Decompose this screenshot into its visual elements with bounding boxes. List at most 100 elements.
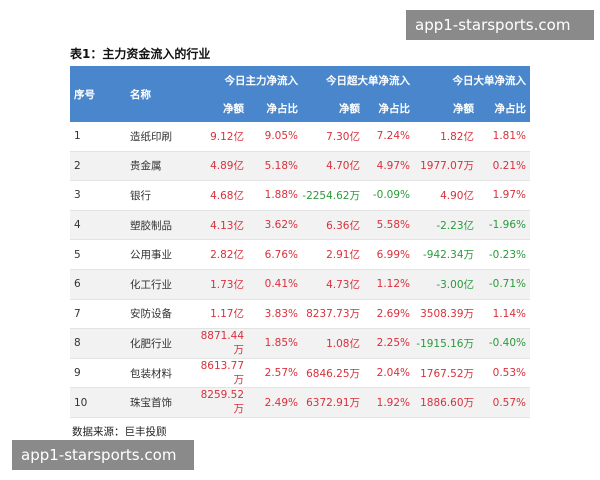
large-net-ratio: 1.14% bbox=[478, 299, 530, 330]
super-large-net-ratio: 6.99% bbox=[364, 239, 414, 270]
main-net-ratio: 0.41% bbox=[248, 269, 302, 300]
large-net-amount: 1977.07万 bbox=[414, 151, 478, 182]
large-net-ratio: -0.40% bbox=[478, 328, 530, 359]
row-industry-name: 化工行业 bbox=[116, 269, 192, 300]
super-large-net-ratio: 7.24% bbox=[364, 122, 414, 152]
large-net-ratio: 1.97% bbox=[478, 180, 530, 211]
main-net-ratio: 1.85% bbox=[248, 328, 302, 359]
super-large-net-ratio: 4.97% bbox=[364, 151, 414, 182]
row-seq: 4 bbox=[70, 210, 116, 241]
table-row: 1 造纸印刷 9.12亿 9.05% 7.30亿 7.24% 1.82亿 1.81% bbox=[70, 122, 530, 152]
table-row: 9 包装材料 8613.77万 2.57% 6846.25万 2.04% 1767.52万 0… bbox=[70, 358, 530, 389]
super-large-net-ratio: 1.92% bbox=[364, 387, 414, 418]
large-net-ratio: -0.23% bbox=[478, 239, 530, 270]
large-net-ratio: -0.71% bbox=[478, 269, 530, 300]
industry-flow-table: 序号 名称 今日主力净流入 今日超大单净流入 今日大单净流入 净额 净占比 净额… bbox=[70, 66, 530, 418]
table-row: 7 安防设备 1.17亿 3.83% 8237.73万 2.69% 3508.39万 1.14… bbox=[70, 299, 530, 330]
main-net-amount: 2.82亿 bbox=[192, 239, 248, 270]
row-seq: 10 bbox=[70, 387, 116, 418]
row-industry-name: 贵金属 bbox=[116, 151, 192, 182]
table-title: 表1：主力资金流入的行业 bbox=[70, 47, 211, 61]
data-source-note: 数据来源：巨丰投顾 bbox=[72, 426, 167, 438]
main-net-ratio: 3.62% bbox=[248, 210, 302, 241]
row-seq: 5 bbox=[70, 239, 116, 270]
large-net-amount: -1915.16万 bbox=[414, 328, 478, 359]
row-industry-name: 包装材料 bbox=[116, 358, 192, 389]
header-row-groups: 序号 名称 今日主力净流入 今日超大单净流入 今日大单净流入 bbox=[70, 66, 530, 122]
large-net-ratio: -1.96% bbox=[478, 210, 530, 241]
super-large-net-amount: 4.73亿 bbox=[302, 269, 364, 300]
large-net-amount: 1.82亿 bbox=[414, 122, 478, 152]
large-net-ratio: 1.81% bbox=[478, 122, 530, 152]
main-net-amount: 1.17亿 bbox=[192, 299, 248, 330]
header-row-subs: 净额 净占比 净额 净占比 净额 净占比 bbox=[70, 94, 530, 122]
row-industry-name: 化肥行业 bbox=[116, 328, 192, 359]
table-row: 3 银行 4.68亿 1.88% -2254.62万 -0.09% 4.90亿 1.97% bbox=[70, 180, 530, 211]
row-seq: 2 bbox=[70, 151, 116, 182]
header-amount: 净额 bbox=[414, 94, 478, 122]
header-seq: 序号 bbox=[70, 66, 116, 122]
watermark-bottom: app1-starsports.com bbox=[12, 440, 194, 470]
table-row: 5 公用事业 2.82亿 6.76% 2.91亿 6.99% -942.34万 -0.23% bbox=[70, 239, 530, 270]
header-ratio: 净占比 bbox=[478, 94, 530, 122]
main-net-ratio: 3.83% bbox=[248, 299, 302, 330]
main-net-amount: 8259.52万 bbox=[192, 387, 248, 418]
row-seq: 9 bbox=[70, 358, 116, 389]
row-industry-name: 银行 bbox=[116, 180, 192, 211]
super-large-net-ratio: 2.69% bbox=[364, 299, 414, 330]
super-large-net-ratio: 2.04% bbox=[364, 358, 414, 389]
large-net-amount: -2.23亿 bbox=[414, 210, 478, 241]
main-net-amount: 8613.77万 bbox=[192, 358, 248, 389]
header-amount: 净额 bbox=[302, 94, 364, 122]
row-seq: 1 bbox=[70, 122, 116, 152]
table-row: 4 塑胶制品 4.13亿 3.62% 6.36亿 5.58% -2.23亿 -1.96% bbox=[70, 210, 530, 241]
super-large-net-ratio: 1.12% bbox=[364, 269, 414, 300]
main-net-ratio: 2.49% bbox=[248, 387, 302, 418]
super-large-net-ratio: 2.25% bbox=[364, 328, 414, 359]
header-large-net-inflow: 今日大单净流入 bbox=[414, 66, 530, 94]
header-ratio: 净占比 bbox=[364, 94, 414, 122]
main-net-ratio: 2.57% bbox=[248, 358, 302, 389]
main-net-ratio: 5.18% bbox=[248, 151, 302, 182]
table-row: 8 化肥行业 8871.44万 1.85% 1.08亿 2.25% -1915.16万 -0.… bbox=[70, 328, 530, 359]
header-super-large-net-inflow: 今日超大单净流入 bbox=[302, 66, 414, 94]
large-net-ratio: 0.57% bbox=[478, 387, 530, 418]
large-net-amount: -3.00亿 bbox=[414, 269, 478, 300]
large-net-ratio: 0.53% bbox=[478, 358, 530, 389]
row-seq: 6 bbox=[70, 269, 116, 300]
header-amount: 净额 bbox=[192, 94, 248, 122]
main-net-amount: 4.68亿 bbox=[192, 180, 248, 211]
super-large-net-ratio: -0.09% bbox=[364, 180, 414, 211]
header-main-net-inflow: 今日主力净流入 bbox=[192, 66, 302, 94]
table-row: 6 化工行业 1.73亿 0.41% 4.73亿 1.12% -3.00亿 -0.71% bbox=[70, 269, 530, 300]
header-ratio: 净占比 bbox=[248, 94, 302, 122]
table-row: 2 贵金属 4.89亿 5.18% 4.70亿 4.97% 1977.07万 0.21% bbox=[70, 151, 530, 182]
row-seq: 7 bbox=[70, 299, 116, 330]
large-net-amount: 1886.60万 bbox=[414, 387, 478, 418]
large-net-amount: 1767.52万 bbox=[414, 358, 478, 389]
row-industry-name: 公用事业 bbox=[116, 239, 192, 270]
main-net-amount: 8871.44万 bbox=[192, 328, 248, 359]
main-net-amount: 4.89亿 bbox=[192, 151, 248, 182]
super-large-net-amount: 6846.25万 bbox=[302, 358, 364, 389]
main-net-ratio: 1.88% bbox=[248, 180, 302, 211]
watermark-top: app1-starsports.com bbox=[406, 10, 594, 40]
large-net-amount: -942.34万 bbox=[414, 239, 478, 270]
row-industry-name: 造纸印刷 bbox=[116, 122, 192, 152]
row-seq: 3 bbox=[70, 180, 116, 211]
super-large-net-amount: 7.30亿 bbox=[302, 122, 364, 152]
super-large-net-amount: 8237.73万 bbox=[302, 299, 364, 330]
row-industry-name: 珠宝首饰 bbox=[116, 387, 192, 418]
main-net-ratio: 6.76% bbox=[248, 239, 302, 270]
row-seq: 8 bbox=[70, 328, 116, 359]
main-net-amount: 1.73亿 bbox=[192, 269, 248, 300]
super-large-net-amount: 1.08亿 bbox=[302, 328, 364, 359]
super-large-net-amount: 2.91亿 bbox=[302, 239, 364, 270]
super-large-net-ratio: 5.58% bbox=[364, 210, 414, 241]
header-name: 名称 bbox=[116, 66, 192, 122]
super-large-net-amount: 6.36亿 bbox=[302, 210, 364, 241]
super-large-net-amount: 4.70亿 bbox=[302, 151, 364, 182]
super-large-net-amount: 6372.91万 bbox=[302, 387, 364, 418]
row-industry-name: 安防设备 bbox=[116, 299, 192, 330]
large-net-ratio: 0.21% bbox=[478, 151, 530, 182]
